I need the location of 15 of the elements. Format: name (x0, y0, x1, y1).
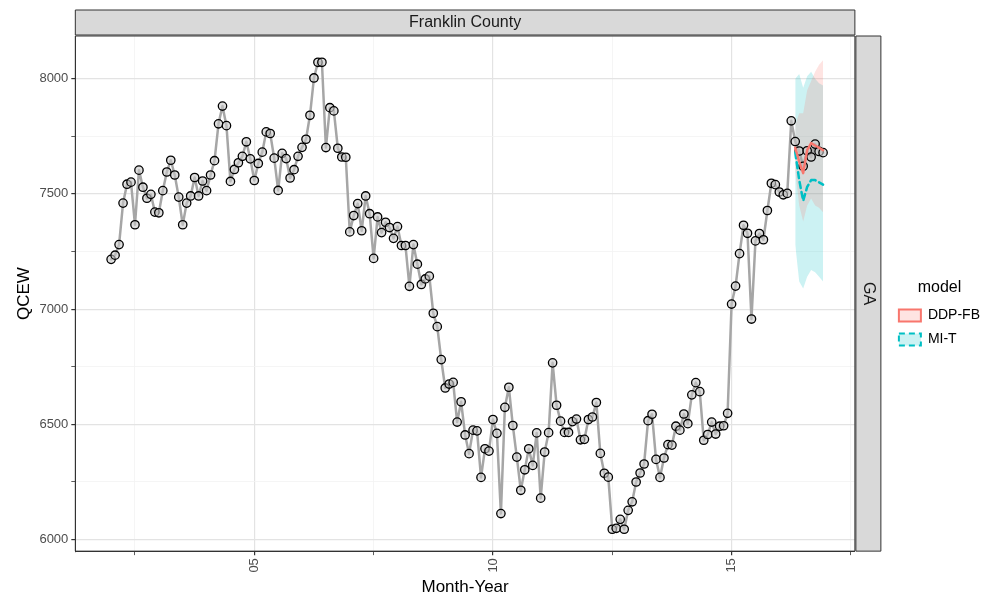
y-axis-title: QCEW (13, 267, 33, 321)
x-tick-label: 15 (723, 558, 739, 573)
text: GA (860, 282, 878, 306)
y-tick-label: 6500 (39, 415, 69, 431)
x-tick-label: 10 (484, 558, 500, 573)
legend-label: MI-T (927, 330, 958, 347)
y-tick-label: 8000 (39, 70, 69, 86)
chart-title: Franklin County (409, 13, 522, 31)
x-tick-label: 05 (245, 558, 261, 573)
y-tick-label: 6000 (39, 531, 69, 547)
legend-label: DDP-FB (927, 306, 981, 323)
y-tick-label: 7500 (39, 185, 69, 201)
y-tick-label: 7000 (39, 300, 69, 316)
x-axis-title: Month-Year (421, 577, 510, 597)
legend-title: model (917, 277, 962, 295)
